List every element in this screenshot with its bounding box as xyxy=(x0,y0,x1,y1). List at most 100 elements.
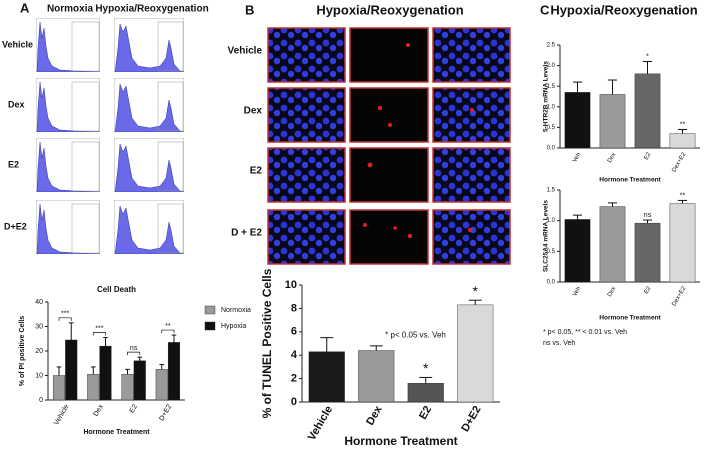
bar xyxy=(133,360,146,401)
bar xyxy=(634,222,661,283)
bar xyxy=(634,73,661,149)
legend-label: Hypoxia xyxy=(221,323,246,330)
bar xyxy=(358,350,395,403)
micrographs xyxy=(267,27,511,265)
row-label: E2 xyxy=(8,159,19,169)
panel-label: A xyxy=(20,0,30,15)
y-tick-label: 0 xyxy=(291,396,297,408)
bar xyxy=(564,219,591,283)
x-axis-label: Hormone Treatment xyxy=(599,177,661,184)
significance-bracket xyxy=(92,332,106,336)
bar xyxy=(669,203,696,283)
row-label: Vehicle xyxy=(2,39,33,49)
row-label: Dex xyxy=(244,106,263,117)
x-tick-label: D+E2 xyxy=(158,403,173,422)
significance-label: ns xyxy=(644,212,652,219)
y-tick-label: 0.5 xyxy=(547,125,556,131)
y-tick-label: 2.5 xyxy=(547,43,556,49)
y-tick-label: 6 xyxy=(291,326,297,338)
y-axis-label: SLC25A4 mRNA Levels xyxy=(543,200,550,272)
bar xyxy=(564,92,591,149)
y-tick-label: 0 xyxy=(39,397,43,404)
bar xyxy=(669,133,696,149)
row-label: D+E2 xyxy=(4,221,27,231)
y-tick-label: 1.0 xyxy=(547,218,556,224)
y-tick-label: 0.0 xyxy=(547,280,556,286)
bar xyxy=(167,342,181,401)
significance-label: ** xyxy=(680,192,686,199)
bar xyxy=(599,206,626,283)
bar xyxy=(155,369,168,401)
bar xyxy=(99,345,112,401)
significance-label: *** xyxy=(61,311,69,318)
chart-title: Cell Death xyxy=(97,285,136,294)
bar xyxy=(599,94,626,149)
footnote: * p< 0.05, ** < 0.01 vs. Veh xyxy=(543,329,627,336)
y-tick-label: 0.0 xyxy=(547,146,556,152)
significance-bracket xyxy=(58,317,72,321)
y-tick-label: 1.0 xyxy=(547,104,556,110)
significance-bracket xyxy=(161,329,175,334)
panel-label: C xyxy=(540,2,550,17)
bar xyxy=(407,383,444,403)
y-tick-label: 10 xyxy=(35,372,43,379)
x-tick-label: Dex xyxy=(607,152,618,164)
row-label: Dex xyxy=(8,99,25,109)
legend-label: Normoxia xyxy=(221,307,251,314)
bar xyxy=(121,374,134,401)
x-tick-label: Dex+E2 xyxy=(671,285,687,307)
x-tick-label: Dex xyxy=(607,286,618,298)
legend-swatch xyxy=(204,305,216,315)
red-nuclei xyxy=(363,43,474,239)
significance-label: ** xyxy=(680,121,686,128)
y-tick-label: 8 xyxy=(291,302,297,314)
y-axis-label: 5-HTR2B mRNA Levels xyxy=(543,61,550,132)
x-tick-label: Dex+E2 xyxy=(671,151,687,173)
y-tick-label: 1.5 xyxy=(547,84,556,90)
y-axis-label: % of PI positive Cells xyxy=(19,316,26,387)
x-tick-label: Vehicle xyxy=(53,403,70,426)
bar xyxy=(308,351,345,403)
legend-swatch xyxy=(204,321,216,331)
significance-bracket xyxy=(127,351,141,356)
bar xyxy=(457,304,494,403)
x-tick-label: E2 xyxy=(644,151,653,161)
chart-note: * p< 0.05 vs. Veh xyxy=(385,330,446,339)
panel-title: Hypoxia/Reoxygenation xyxy=(316,2,463,17)
x-tick-label: Veh xyxy=(572,286,582,298)
x-tick-label: E2 xyxy=(644,285,653,295)
row-label: E2 xyxy=(250,166,263,177)
y-tick-label: 2 xyxy=(291,373,297,385)
significance-label: * xyxy=(423,360,429,376)
panel-title: Hypoxia/Reoxygenation xyxy=(550,2,697,17)
histograms xyxy=(36,18,184,254)
x-tick-label: Dex xyxy=(93,403,106,418)
y-tick-label: 30 xyxy=(35,323,43,330)
column-header: Normoxia xyxy=(47,4,94,15)
x-tick-label: Vehicle xyxy=(306,404,335,443)
x-tick-label: Dex xyxy=(364,403,385,427)
footnote: ns vs. Veh xyxy=(543,340,575,347)
y-tick-label: 0.5 xyxy=(547,249,556,255)
x-tick-label: E2 xyxy=(417,404,434,422)
x-axis-label: Hormone Treatment xyxy=(83,429,150,436)
panel-label: B xyxy=(245,2,254,17)
y-tick-label: 20 xyxy=(35,348,43,355)
y-tick-label: 2.0 xyxy=(547,63,556,69)
y-tick-label: 4 xyxy=(291,349,298,361)
significance-label: *** xyxy=(95,325,103,332)
significance-label: * xyxy=(473,283,479,299)
x-axis-label: Hormone Treatment xyxy=(344,434,457,448)
row-label: Vehicle xyxy=(228,46,263,57)
y-axis-label: % of TUNEL Positive Cells xyxy=(260,268,274,418)
significance-label: * xyxy=(646,53,649,60)
column-header: Hypoxia/Reoxygenation xyxy=(95,4,208,15)
row-label: D + E2 xyxy=(231,228,262,239)
bar xyxy=(87,374,100,401)
significance-label: ** xyxy=(165,323,171,330)
significance-label: ns xyxy=(130,345,138,352)
x-tick-label: D+E2 xyxy=(459,404,483,434)
x-tick-label: E2 xyxy=(129,403,139,414)
